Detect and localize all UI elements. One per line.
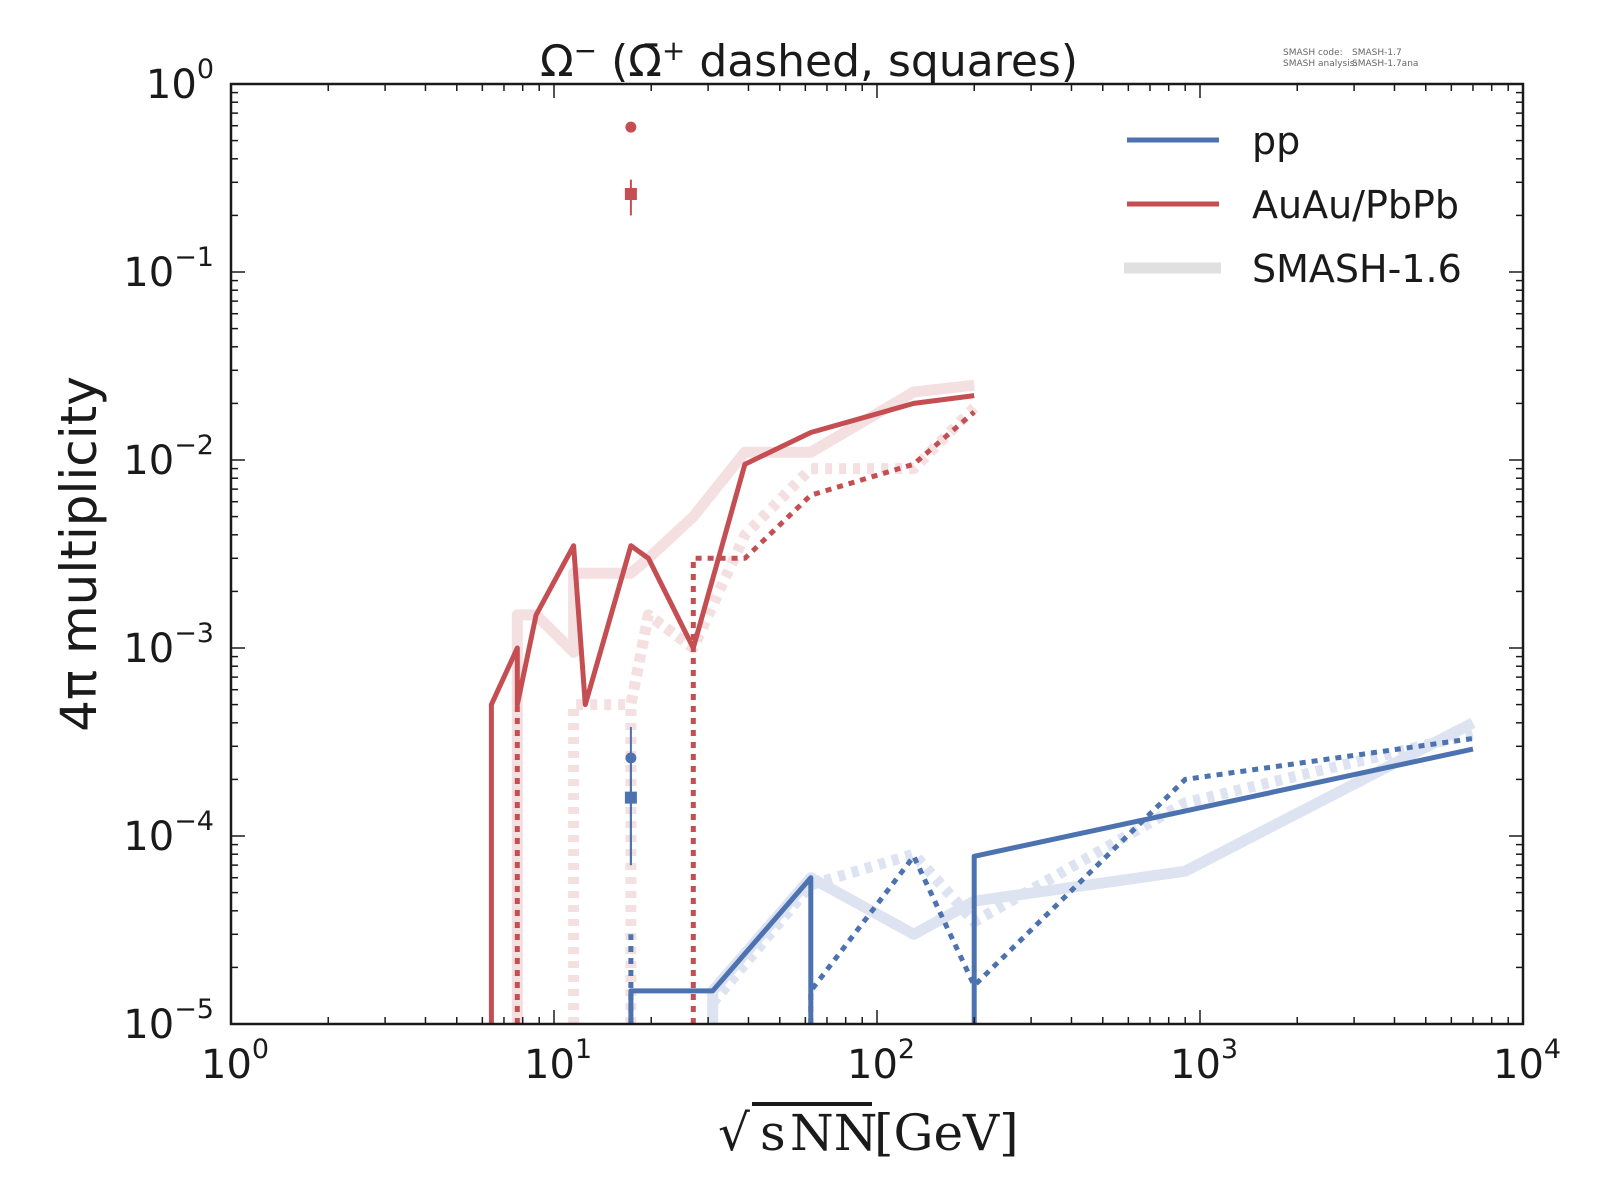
y-tick-base: 10 <box>123 1002 174 1048</box>
annotation-analysis-val: SMASH-1.7ana <box>1352 59 1418 69</box>
x-tick-exp: 0 <box>252 1034 269 1065</box>
y-tick-exp: 0 <box>197 54 214 85</box>
x-tick-exp: 1 <box>575 1034 592 1065</box>
series-layer <box>488 379 1476 1024</box>
x-tick-base: 10 <box>847 1042 898 1088</box>
x-axis-label-s: s <box>760 1104 786 1162</box>
y-tick-label: 100 <box>146 54 214 108</box>
series-line-pp-smash17-solid <box>971 746 1474 1024</box>
series-line-pp-smash17-dashed <box>808 736 1474 1024</box>
x-tick-base: 10 <box>201 1042 252 1088</box>
series-line-auau-smash17-dashed <box>690 410 976 1024</box>
x-tick-base: 10 <box>1170 1042 1221 1088</box>
series-line-pp-smash17-solid <box>628 875 814 1024</box>
title-omega: Ω <box>540 36 574 87</box>
version-annotation: SMASH code: SMASH-1.7 SMASH analysis: SM… <box>1283 48 1418 69</box>
axes-frame <box>229 82 1525 1026</box>
y-tick-base: 10 <box>123 626 174 672</box>
x-tick-label: 102 <box>847 1034 915 1088</box>
series-line-auau-smash16-solid <box>511 379 975 1024</box>
y-tick-exp: −2 <box>174 430 214 461</box>
y-tick-exp: −5 <box>174 994 214 1025</box>
x-tick-label: 101 <box>524 1034 592 1088</box>
x-tick-exp: 4 <box>1544 1034 1561 1065</box>
title-rest: dashed, squares) <box>685 36 1078 87</box>
data-point-auau-circle <box>625 121 637 133</box>
data-point-pp-square <box>624 791 637 804</box>
annotation-code-val: SMASH-1.7 <box>1352 48 1402 58</box>
x-axis-label: √ s NN [GeV] <box>718 1102 1019 1162</box>
y-tick-exp: −1 <box>174 242 214 273</box>
series-line-auau-smash17-solid <box>488 393 975 1024</box>
x-tick-base: 10 <box>524 1042 575 1088</box>
annotation-code-key: SMASH code: <box>1283 48 1343 58</box>
title-paren: ( <box>597 36 628 87</box>
legend-label-smash16: SMASH-1.6 <box>1252 247 1462 291</box>
x-tick-base: 10 <box>1493 1042 1544 1088</box>
annotation-analysis-key: SMASH analysis: <box>1283 59 1357 69</box>
x-tick-exp: 2 <box>898 1034 915 1065</box>
legend-label-pp: pp <box>1252 119 1300 163</box>
experimental-points-layer <box>624 121 637 866</box>
legend: pp AuAu/PbPb SMASH-1.6 <box>1124 119 1462 291</box>
data-point-pp-circle <box>625 752 637 764</box>
title-anti-omega-sup: + <box>662 34 685 67</box>
y-tick-exp: −3 <box>174 618 214 649</box>
x-tick-label: 100 <box>201 1034 269 1088</box>
x-axis-label-sqrt: √ <box>718 1104 750 1162</box>
y-tick-base: 10 <box>123 814 174 860</box>
x-tick-exp: 3 <box>1221 1034 1238 1065</box>
title-anti-omega: Ω̄ <box>628 36 662 87</box>
y-tick-label: 10−5 <box>123 994 214 1048</box>
series-line-pp-smash16-solid <box>707 717 1476 1024</box>
y-tick-base: 10 <box>123 250 174 296</box>
data-point-auau-square <box>624 187 637 200</box>
y-tick-label: 10−1 <box>123 242 214 296</box>
y-tick-exp: −4 <box>174 806 214 837</box>
x-tick-label: 103 <box>1170 1034 1238 1088</box>
y-tick-label: 10−3 <box>123 618 214 672</box>
y-tick-base: 10 <box>146 62 197 108</box>
legend-label-auau: AuAu/PbPb <box>1252 183 1459 227</box>
x-axis-label-sub: NN <box>790 1104 878 1162</box>
x-tick-label: 104 <box>1493 1034 1561 1088</box>
x-tick-labels: 100 101 102 103 104 <box>201 1034 1561 1088</box>
y-tick-label: 10−2 <box>123 430 214 484</box>
y-tick-base: 10 <box>123 438 174 484</box>
title-omega-sup: − <box>574 34 597 67</box>
y-axis-label: 4π multiplicity <box>50 376 108 732</box>
y-tick-label: 10−4 <box>123 806 214 860</box>
series-line-pp-smash16-dashed <box>708 728 1475 1007</box>
x-axis-label-unit: [GeV] <box>874 1104 1019 1162</box>
chart-title: Ω− (Ω̄+ dashed, squares) <box>540 34 1078 87</box>
